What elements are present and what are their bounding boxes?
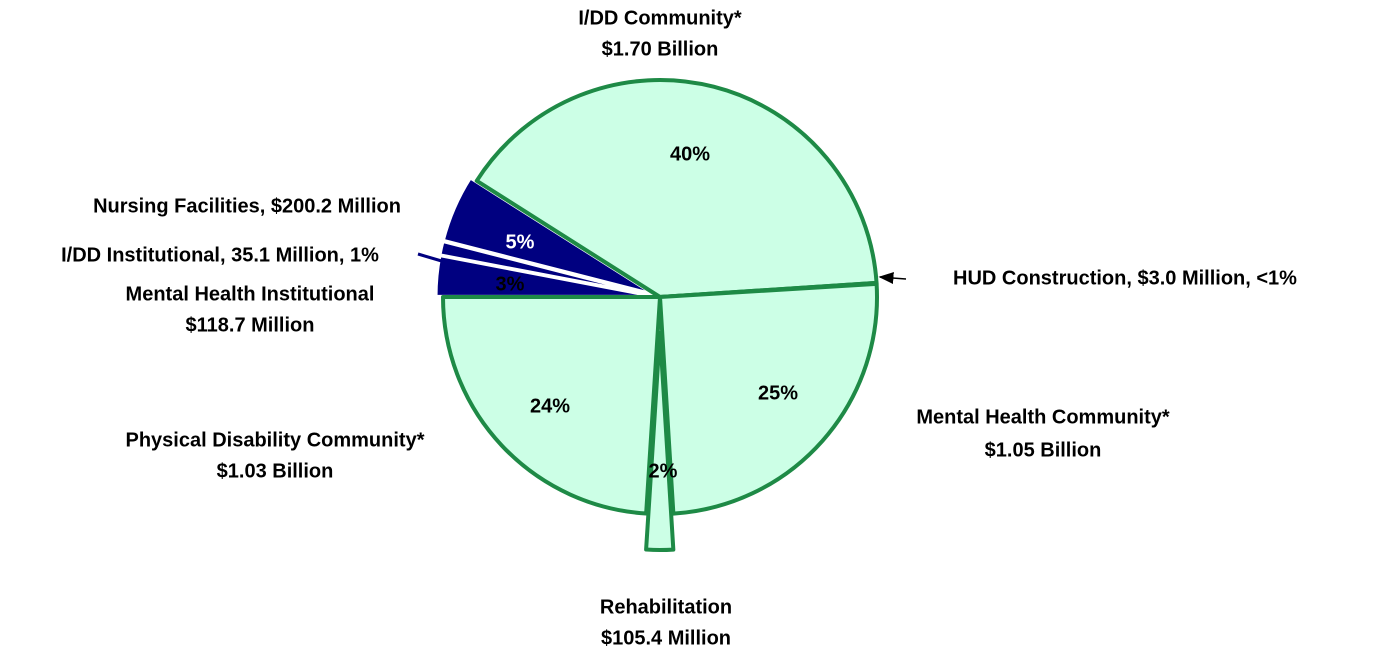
slice-amount: $1.03 Billion	[217, 460, 334, 482]
slice-name: HUD Construction, $3.0 Million, <1%	[953, 267, 1297, 289]
slice-name: Physical Disability Community*	[126, 429, 425, 451]
leader-arrow	[878, 272, 907, 285]
pie	[434, 78, 879, 552]
value-label: 40%	[670, 143, 710, 165]
slice-name: Mental Health Community*	[916, 406, 1170, 428]
slice-name: I/DD Institutional, 35.1 Million, 1%	[61, 244, 379, 266]
labels: Mental Health Institutional $118.7 Millio…	[61, 7, 1297, 649]
slice-name: Rehabilitation	[600, 596, 732, 618]
slice-amount: $105.4 Million	[601, 627, 731, 649]
slice-amount: $1.70 Billion	[602, 38, 719, 60]
slice-name: I/DD Community*	[578, 7, 742, 29]
slice-name: Nursing Facilities, $200.2 Million	[93, 195, 401, 217]
value-label: 2%	[649, 460, 678, 482]
leader-line	[417, 252, 446, 264]
pie-slice	[658, 281, 879, 516]
slice-amount: $118.7 Million	[186, 314, 315, 336]
slice-amount: $1.05 Billion	[985, 439, 1102, 461]
pie-slice	[441, 176, 656, 296]
pie-slice	[441, 295, 662, 516]
slice-name: Mental Health Institutional	[126, 283, 375, 305]
value-label: 5%	[506, 231, 535, 253]
pie-slice	[474, 78, 879, 299]
value-label: 24%	[530, 395, 570, 417]
pie-slice	[644, 331, 676, 552]
value-label: 3%	[496, 273, 525, 295]
value-label: 25%	[758, 382, 798, 404]
